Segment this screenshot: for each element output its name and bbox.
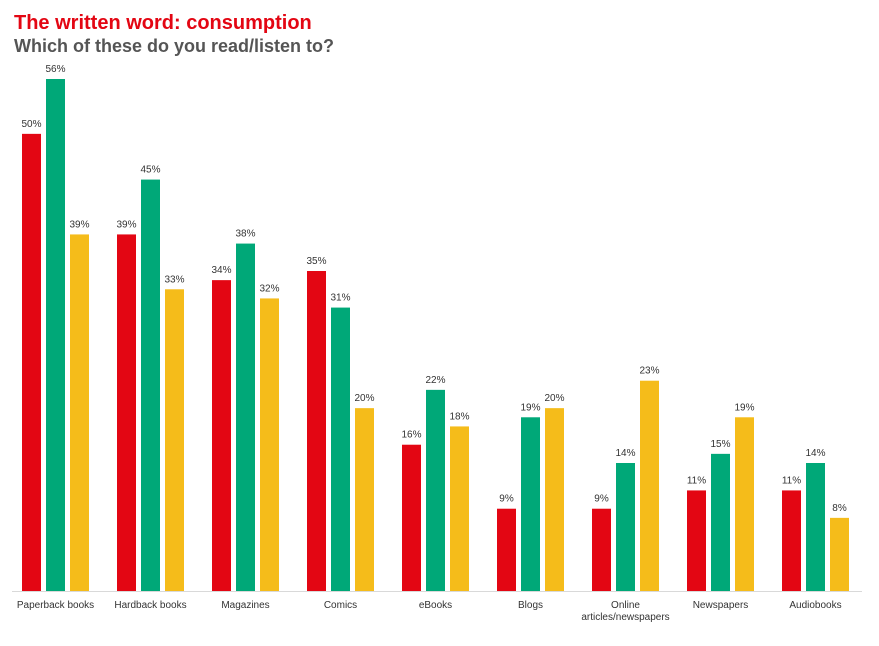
bar-ebooks-1 [402, 444, 421, 591]
bar-hardback-books-2 [141, 179, 160, 592]
x-tick-label-online-articles-newspapers-line-2: articles/newspapers [581, 612, 669, 623]
bar-newspapers-1 [687, 490, 706, 591]
data-label-audiobooks-1: 11% [782, 475, 801, 486]
data-label-hardback-books-2: 45% [140, 165, 160, 176]
bar-online-articles-newspapers-2 [616, 463, 635, 591]
bar-audiobooks-1 [782, 490, 801, 591]
data-label-online-articles-newspapers-2: 14% [615, 448, 635, 459]
bar-audiobooks-2 [806, 463, 825, 591]
bar-online-articles-newspapers-1 [592, 508, 611, 591]
x-tick-label-newspapers: Newspapers [693, 600, 749, 611]
data-label-ebooks-2: 22% [425, 375, 445, 386]
data-label-paperback-books-3: 39% [69, 219, 89, 230]
data-label-paperback-books-1: 50% [21, 119, 41, 130]
bar-paperback-books-2 [46, 79, 65, 591]
x-tick-label-audiobooks: Audiobooks [789, 600, 841, 611]
bar-paperback-books-3 [70, 234, 89, 591]
x-tick-label-online-articles-newspapers-line-1: Online [611, 600, 640, 611]
x-tick-label-paperback-books: Paperback books [17, 600, 94, 611]
bar-audiobooks-3 [830, 517, 849, 591]
bar-blogs-1 [497, 508, 516, 591]
bar-ebooks-3 [450, 426, 469, 591]
data-label-blogs-1: 9% [499, 494, 514, 505]
x-tick-label-blogs: Blogs [518, 600, 543, 611]
x-tick-label-ebooks: eBooks [419, 600, 452, 611]
data-label-magazines-2: 38% [235, 229, 255, 240]
data-label-audiobooks-3: 8% [832, 503, 847, 514]
data-label-audiobooks-2: 14% [805, 448, 825, 459]
bar-magazines-2 [236, 243, 255, 592]
data-label-comics-1: 35% [306, 256, 326, 267]
bar-hardback-books-1 [117, 234, 136, 591]
bar-comics-3 [355, 408, 374, 591]
x-tick-label-magazines: Magazines [221, 600, 269, 611]
bar-ebooks-2 [426, 389, 445, 591]
data-label-comics-3: 20% [354, 393, 374, 404]
data-label-blogs-3: 20% [544, 393, 564, 404]
bar-magazines-3 [260, 298, 279, 591]
data-label-hardback-books-1: 39% [116, 219, 136, 230]
data-label-ebooks-1: 16% [401, 430, 421, 441]
data-label-hardback-books-3: 33% [164, 274, 184, 285]
chart-subtitle: Which of these do you read/listen to? [14, 36, 335, 56]
bar-blogs-3 [545, 408, 564, 591]
data-label-comics-2: 31% [330, 293, 350, 304]
data-label-blogs-2: 19% [520, 402, 540, 413]
bar-newspapers-2 [711, 453, 730, 591]
data-label-magazines-1: 34% [211, 265, 231, 276]
x-tick-label-hardback-books: Hardback books [114, 600, 186, 611]
bar-paperback-books-1 [22, 133, 41, 591]
data-label-online-articles-newspapers-3: 23% [639, 366, 659, 377]
data-label-newspapers-3: 19% [734, 402, 754, 413]
data-label-online-articles-newspapers-1: 9% [594, 494, 609, 505]
bar-online-articles-newspapers-3 [640, 380, 659, 591]
bar-comics-2 [331, 307, 350, 591]
data-label-ebooks-3: 18% [449, 411, 469, 422]
data-label-paperback-books-2: 56% [45, 64, 65, 75]
data-label-newspapers-2: 15% [710, 439, 730, 450]
data-label-magazines-3: 32% [259, 283, 279, 294]
x-tick-label-comics: Comics [324, 600, 357, 611]
bar-hardback-books-3 [165, 289, 184, 591]
bar-comics-1 [307, 271, 326, 591]
bar-newspapers-3 [735, 417, 754, 591]
bar-blogs-2 [521, 417, 540, 591]
bar-magazines-1 [212, 280, 231, 591]
chart-title: The written word: consumption [14, 12, 312, 34]
data-label-newspapers-1: 11% [687, 475, 706, 486]
